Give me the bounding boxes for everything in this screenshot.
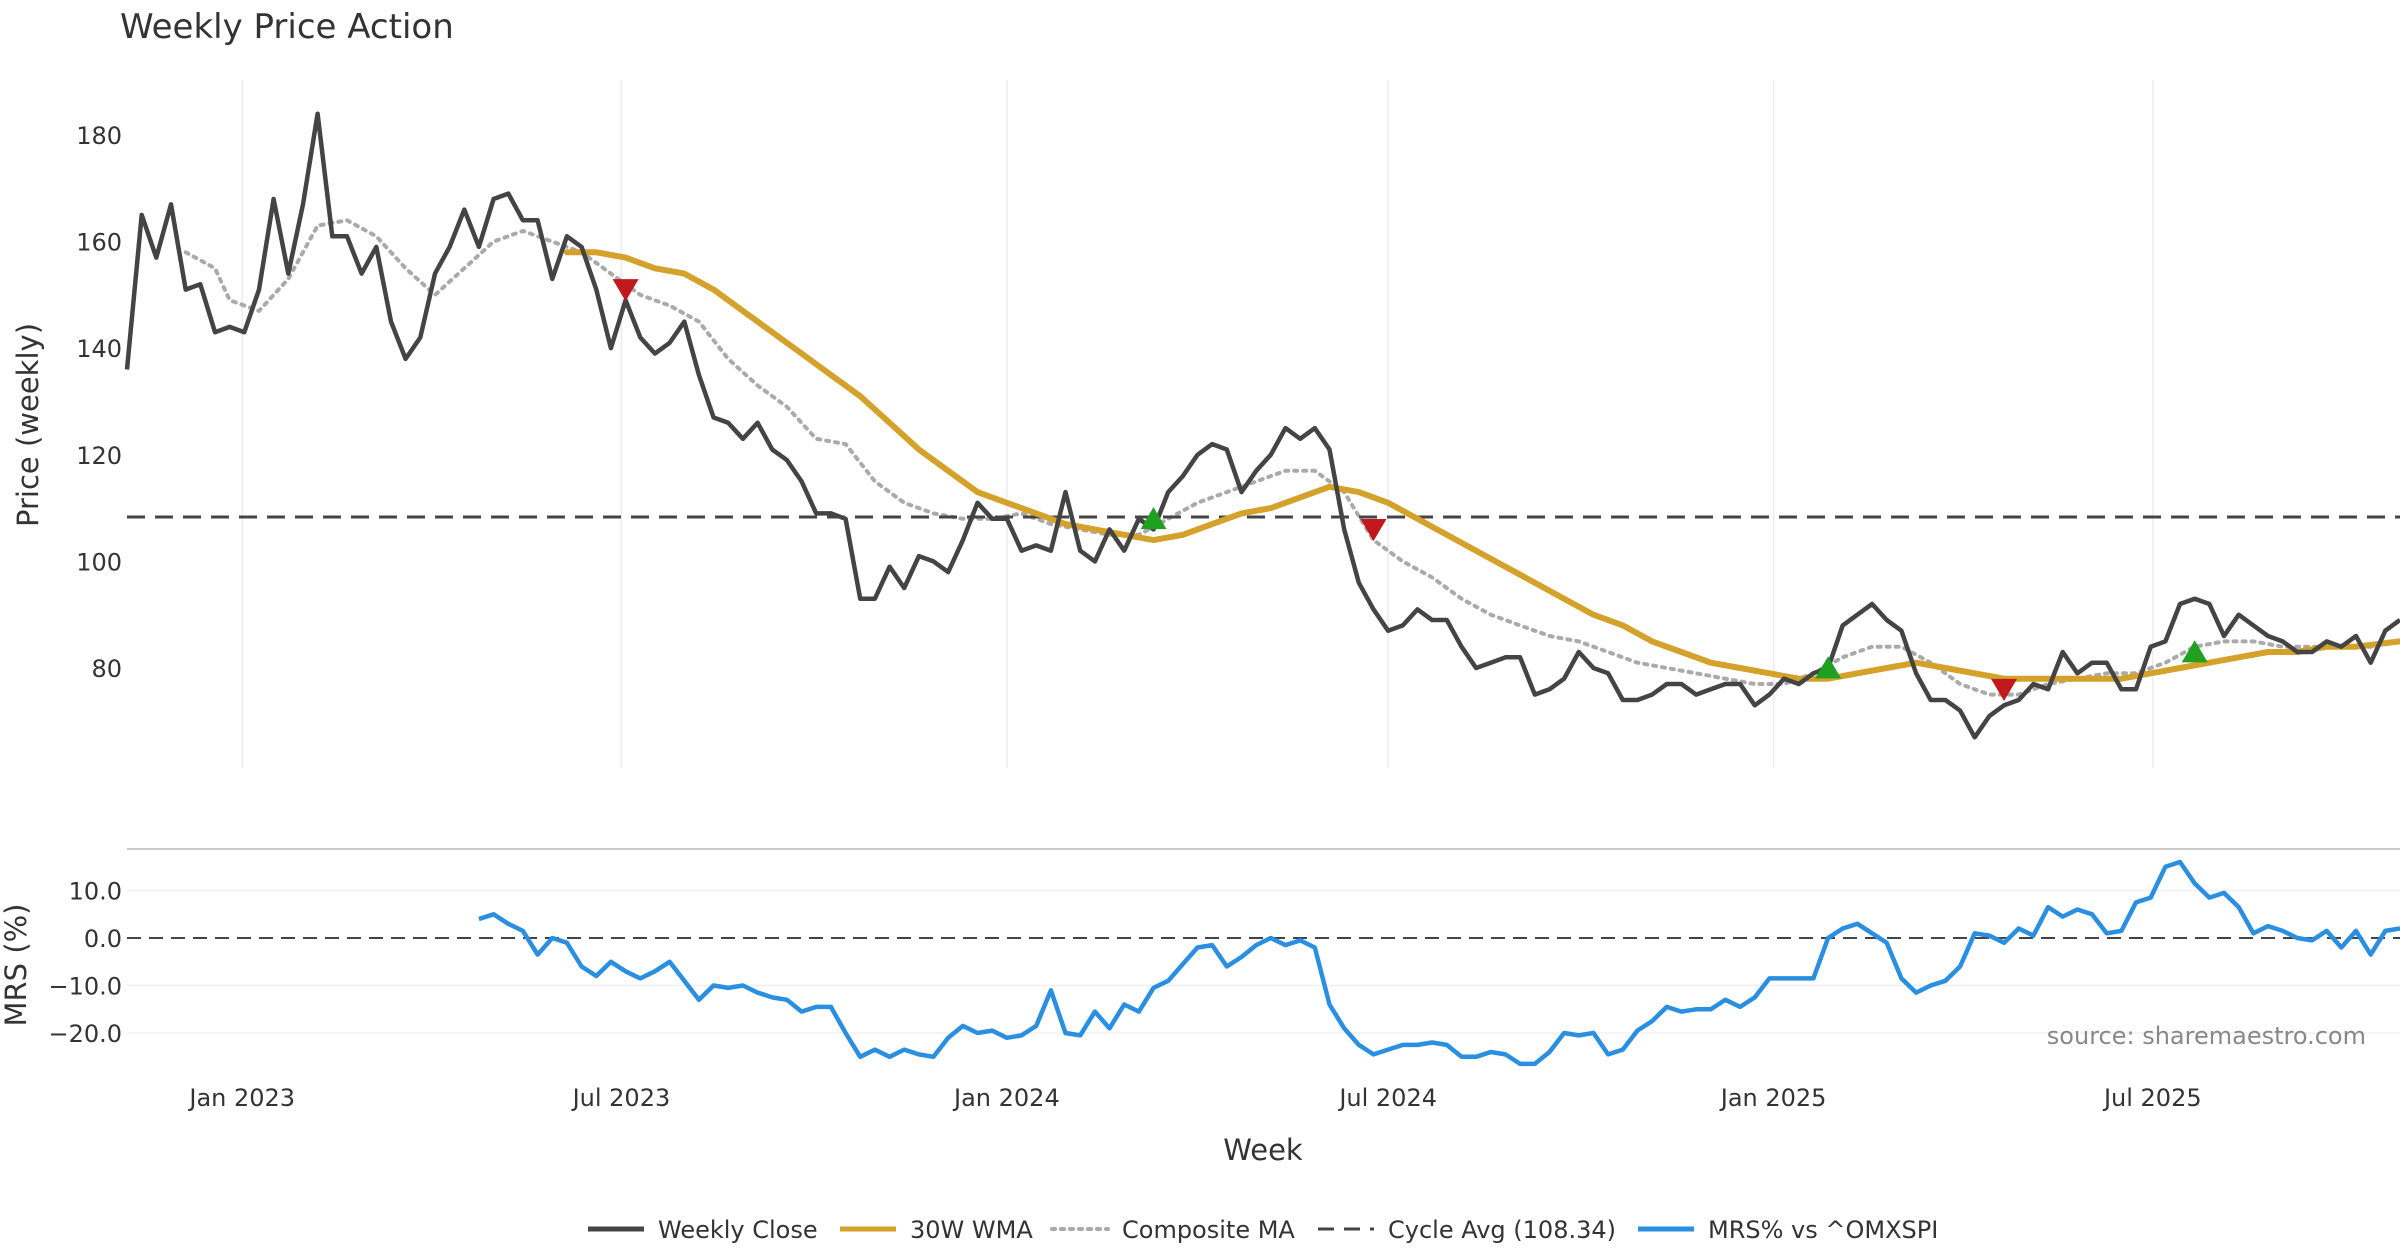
price-y-tick-label: 180 [76,122,122,150]
mrs-y-axis-label: MRS (%) [0,904,33,1027]
series-weekly-close [124,111,2400,740]
mrs-y-tick-label: 0.0 [84,925,122,953]
price-y-tick-label: 100 [76,548,122,576]
legend: Weekly Close 30W WMA Composite MA Cycle Avg… [588,1216,1938,1244]
price-y-axis-label: Price (weekly) [11,323,45,527]
mrs-y-ticks: 10.0 0.0 −10.0 −20.0 [48,878,122,1049]
mrs-grid [127,889,2400,1034]
price-grid [241,80,2154,768]
mrs-y-tick-label: 10.0 [69,878,122,906]
x-tick-label: Jul 2023 [571,1084,671,1112]
x-axis-label: Week [1223,1133,1303,1167]
x-tick-label: Jan 2025 [1719,1084,1827,1112]
series-30w-wma [563,249,2400,682]
price-series [124,111,2400,740]
sell-signal-marker [1360,519,1387,542]
buy-signal-marker [1140,507,1167,530]
chart-title: Weekly Price Action [120,7,454,47]
price-y-tick-label: 140 [76,335,122,363]
price-y-ticks: 80 100 120 140 160 180 [76,122,122,683]
x-tick-label: Jan 2024 [952,1084,1060,1112]
legend-item-label: MRS% vs ^OMXSPI [1708,1216,1938,1244]
x-tick-labels: Jan 2023 Jul 2023 Jan 2024 Jul 2024 Jan 2025… [187,1084,2201,1112]
mrs-series [478,859,2400,1067]
price-y-tick-label: 120 [76,442,122,470]
legend-item-label: Weekly Close [658,1216,818,1244]
price-y-tick-label: 160 [76,229,122,257]
buy-signal-marker [1815,656,1842,679]
x-tick-label: Jul 2024 [1337,1084,1437,1112]
series-composite-ma [183,218,2400,697]
sell-signal-marker [1991,678,2018,702]
mrs-y-tick-label: −10.0 [48,973,122,1001]
x-tick-label: Jul 2025 [2102,1084,2202,1112]
signal-markers [612,279,2208,702]
legend-item-label: 30W WMA [910,1216,1033,1244]
series-mrs [478,859,2400,1067]
source-annotation: source: sharemaestro.com [2047,1022,2366,1050]
mrs-y-tick-label: −20.0 [48,1020,122,1048]
buy-signal-marker [2181,640,2208,663]
x-tick-label: Jan 2023 [187,1084,295,1112]
sell-signal-marker [612,279,639,302]
legend-item-label: Composite MA [1122,1216,1295,1244]
price-y-tick-label: 80 [91,655,122,683]
legend-item-label: Cycle Avg (108.34) [1388,1216,1616,1244]
